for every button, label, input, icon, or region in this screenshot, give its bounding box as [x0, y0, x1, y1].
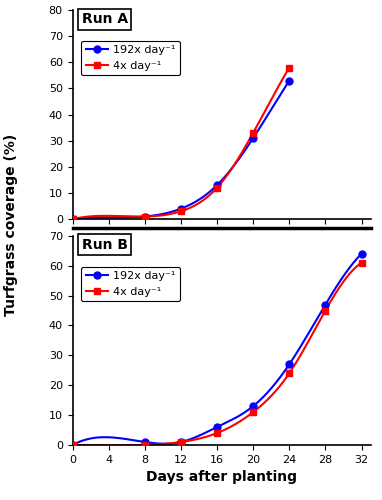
X-axis label: Days after planting: Days after planting — [146, 470, 297, 484]
Text: Turfgrass coverage (%): Turfgrass coverage (%) — [5, 134, 18, 316]
Text: Run A: Run A — [81, 12, 128, 26]
Legend: 192x day⁻¹, 4x day⁻¹: 192x day⁻¹, 4x day⁻¹ — [81, 266, 180, 301]
Text: Run B: Run B — [81, 238, 128, 252]
Legend: 192x day⁻¹, 4x day⁻¹: 192x day⁻¹, 4x day⁻¹ — [81, 40, 180, 75]
